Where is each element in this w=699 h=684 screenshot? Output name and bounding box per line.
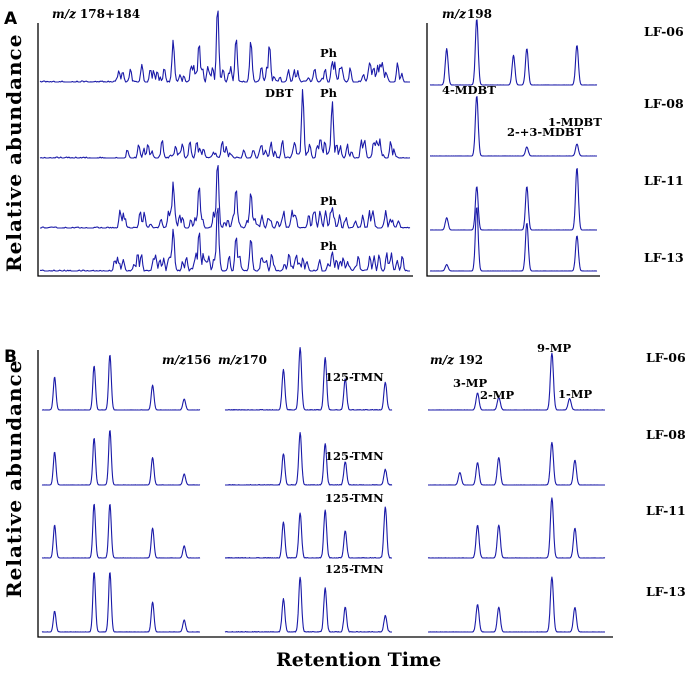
trace-b-192-lf-08 <box>428 441 605 486</box>
b-156-mz-label: m/z156 <box>162 353 211 367</box>
trace-a-right-lf-13 <box>429 207 598 272</box>
a-sample-lf06: LF-06 <box>644 24 684 39</box>
a-left-mz-label: m/z 178+184 <box>52 7 140 21</box>
125-tmn-label-lf11: 125-TMN <box>325 491 384 505</box>
trace-b-156-lf-11 <box>41 503 201 559</box>
a-right-mz-label: m/z198 <box>442 7 492 21</box>
a-left-axes <box>37 23 413 277</box>
trace-b-170-lf-06 <box>224 347 393 411</box>
panel-a-ylabel: Relative abundance <box>2 34 26 272</box>
b-156-traces <box>41 354 201 633</box>
trace-a-right-lf-11 <box>429 168 598 231</box>
trace-a-left-lf-08 <box>39 88 411 159</box>
125-tmn-label-lf13: 125-TMN <box>325 562 384 576</box>
b-192-mz-label: m/z 192 <box>430 353 483 367</box>
ph-label-lf13: Ph <box>320 239 338 253</box>
trace-a-right-lf-08 <box>429 96 598 157</box>
trace-a-left-lf-11 <box>40 164 411 229</box>
125-tmn-label-lf06: 125-TMN <box>325 370 384 384</box>
1-mp-label: 1-MP <box>558 387 593 401</box>
trace-b-192-lf-13 <box>428 576 605 633</box>
a-right-axes <box>426 23 600 277</box>
trace-b-192-lf-11 <box>427 497 606 559</box>
trace-b-156-lf-08 <box>41 430 201 486</box>
x-axis-label: Retention Time <box>276 649 441 671</box>
ph-label-lf08: Ph <box>320 86 338 100</box>
3-mp-label: 3-MP <box>453 376 488 390</box>
a-sample-lf13: LF-13 <box>644 250 684 265</box>
panel-b-letter: B <box>4 347 17 367</box>
a-sample-lf08: LF-08 <box>644 96 684 111</box>
dbt-label-lf08: DBT <box>265 86 294 100</box>
b-axes <box>37 350 613 638</box>
trace-b-156-lf-13 <box>41 572 201 633</box>
b-170-traces <box>224 347 393 633</box>
b-sample-lf11: LF-11 <box>646 503 686 518</box>
ph-label-lf06: Ph <box>320 46 338 60</box>
panel-a-letter: A <box>4 9 18 29</box>
trace-a-left-lf-13 <box>39 207 410 272</box>
4-mdbt-label: 4-MDBT <box>442 83 496 97</box>
trace-b-170-lf-08 <box>224 432 393 486</box>
panel-b-ylabel: Relative abundance <box>2 360 26 598</box>
trace-a-right-lf-06 <box>429 19 598 86</box>
2-3-mdbt-label: 2-+3-MDBT <box>507 125 584 139</box>
b-170-mz-label: m/z170 <box>218 353 267 367</box>
trace-b-170-lf-13 <box>224 576 393 633</box>
b-sample-lf08: LF-08 <box>646 427 686 442</box>
ph-label-lf11: Ph <box>320 194 338 208</box>
9-mp-label: 9-MP <box>537 341 572 355</box>
trace-b-156-lf-06 <box>41 354 201 411</box>
trace-b-192-lf-06 <box>428 352 605 411</box>
a-left-traces <box>39 10 411 272</box>
b-sample-lf06: LF-06 <box>646 350 686 365</box>
b-192-traces <box>427 352 606 633</box>
125-tmn-label-lf08: 125-TMN <box>325 449 384 463</box>
trace-a-left-lf-06 <box>39 10 410 83</box>
b-sample-lf13: LF-13 <box>646 584 686 599</box>
2-mp-label: 2-MP <box>480 388 515 402</box>
trace-b-170-lf-11 <box>224 506 393 559</box>
a-right-traces <box>429 19 598 272</box>
a-sample-lf11: LF-11 <box>644 173 684 188</box>
1-mdbt-label: 1-MDBT <box>548 115 602 129</box>
